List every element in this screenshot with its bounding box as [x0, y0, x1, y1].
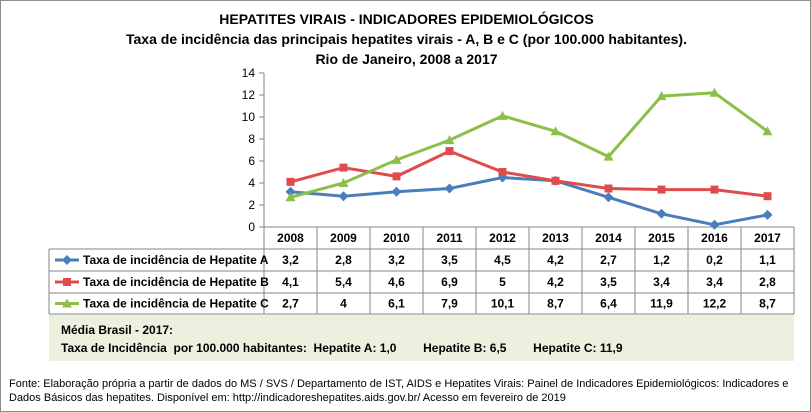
data-point: [392, 172, 401, 181]
data-label: 10,1: [491, 297, 515, 311]
x-category-label: 2016: [701, 231, 728, 245]
data-point: [762, 209, 773, 220]
y-tick-label: 2: [248, 198, 255, 212]
line-chart: 0 2 4 6 8 10 12 14 2008 2009 2010 2011 2012 2013 2014 2…: [48, 66, 795, 315]
data-label: 6,4: [600, 297, 617, 311]
data-point: [444, 183, 455, 194]
data-point: [550, 126, 561, 136]
legend-marker: [62, 255, 72, 265]
chart-title: HEPATITES VIRAIS - INDICADORES EPIDEMIOL…: [219, 11, 594, 27]
data-point: [391, 154, 402, 164]
media-values: Taxa de Incidência por 100.000 habitante…: [61, 341, 623, 355]
data-point: [444, 135, 455, 145]
chart-subtitle: Taxa de incidência das principais hepati…: [126, 31, 687, 47]
data-point: [285, 192, 296, 202]
y-tick-label: 8: [248, 132, 255, 146]
data-point: [604, 184, 613, 193]
y-tick-label: 0: [248, 220, 255, 234]
data-label: 3,2: [388, 253, 405, 267]
x-category-label: 2014: [595, 231, 622, 245]
data-point: [551, 176, 560, 185]
data-label: 5,4: [335, 275, 352, 289]
data-label: 6,9: [441, 275, 458, 289]
x-category-label: 2009: [330, 231, 357, 245]
data-label: 2,7: [282, 297, 299, 311]
data-label: 8,7: [759, 297, 776, 311]
data-point: [339, 163, 348, 172]
x-category-label: 2012: [489, 231, 516, 245]
data-point: [391, 186, 402, 197]
data-label: 4,5: [494, 253, 511, 267]
data-label: 1,1: [759, 253, 776, 267]
data-point: [709, 87, 720, 97]
y-tick-label: 14: [242, 66, 256, 80]
x-category-label: 2013: [542, 231, 569, 245]
data-label: 3,5: [600, 275, 617, 289]
data-point: [656, 208, 667, 219]
data-point: [656, 91, 667, 101]
data-label: 2,7: [600, 253, 617, 267]
data-point: [338, 191, 349, 202]
media-title: Média Brasil - 2017:: [61, 323, 174, 337]
data-point: [286, 177, 295, 186]
data-label: 4,1: [282, 275, 299, 289]
legend-label: Taxa de incidência de Hepatite A: [83, 253, 269, 267]
data-label: 7,9: [441, 297, 458, 311]
legend-marker: [63, 278, 71, 286]
data-label: 12,2: [703, 297, 727, 311]
data-label: 2,8: [335, 253, 352, 267]
data-point: [657, 185, 666, 194]
y-tick-label: 4: [248, 176, 255, 190]
data-label: 3,4: [653, 275, 670, 289]
y-tick-label: 12: [242, 88, 256, 102]
x-category-label: 2010: [383, 231, 410, 245]
x-category-label: 2017: [754, 231, 781, 245]
series-line-a: [290, 175, 768, 227]
data-label: 4: [340, 297, 347, 311]
data-point: [603, 151, 614, 161]
x-category-label: 2015: [648, 231, 675, 245]
data-point: [763, 192, 772, 201]
data-label: 11,9: [650, 297, 673, 311]
data-point: [710, 185, 719, 194]
data-label: 3,4: [706, 275, 723, 289]
data-point: [603, 192, 614, 203]
source-note: Fonte: Elaboração própria a partir de da…: [9, 378, 789, 404]
data-point: [285, 186, 296, 197]
data-label: 6,1: [388, 297, 405, 311]
data-label: 5: [499, 275, 506, 289]
data-label: 4,2: [547, 253, 564, 267]
data-label: 8,7: [547, 297, 564, 311]
y-tick-label: 6: [248, 154, 255, 168]
series-line-c: [290, 91, 769, 199]
data-label: 3,2: [282, 253, 299, 267]
data-point: [445, 147, 454, 156]
data-label: 1,2: [653, 253, 670, 267]
data-label: 4,6: [388, 275, 405, 289]
x-category-label: 2008: [277, 231, 304, 245]
data-label: 3,5: [441, 253, 458, 267]
data-label: 0,2: [706, 253, 723, 267]
data-point: [762, 126, 773, 136]
data-label: 4,2: [547, 275, 564, 289]
x-category-label: 2011: [436, 231, 462, 245]
legend-label: Taxa de incidência de Hepatite B: [83, 275, 269, 289]
data-point: [709, 219, 720, 230]
y-tick-label: 10: [242, 110, 256, 124]
data-point: [338, 178, 349, 187]
chart-subtitle-2: Rio de Janeiro, 2008 a 2017: [315, 51, 498, 67]
legend-marker: [62, 298, 72, 308]
media-brasil-box: Média Brasil - 2017: Taxa de Incidência …: [49, 315, 794, 361]
data-point: [498, 168, 507, 176]
data-point: [497, 110, 508, 120]
data-label: 2,8: [759, 275, 776, 289]
legend-label: Taxa de incidência de Hepatite C: [83, 297, 269, 311]
